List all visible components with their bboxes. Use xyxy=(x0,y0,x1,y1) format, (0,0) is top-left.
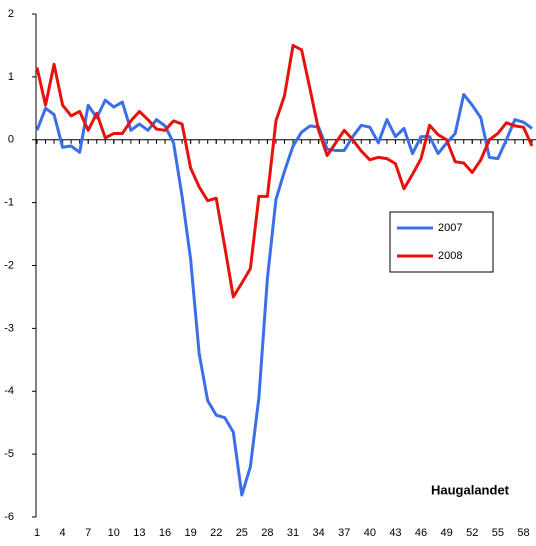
x-tick-label: 25 xyxy=(236,527,248,539)
x-tick-label: 40 xyxy=(364,527,376,539)
annotation: Haugalandet xyxy=(431,482,510,497)
x-tick-label: 37 xyxy=(338,527,350,539)
x-tick-label: 46 xyxy=(415,527,427,539)
line-series xyxy=(35,92,533,497)
y-tick-label: -5 xyxy=(4,448,14,460)
y-tick-label: -2 xyxy=(4,259,14,271)
x-tick-label: 43 xyxy=(389,527,401,539)
x-tick-label: 13 xyxy=(133,527,145,539)
y-tick-label: 1 xyxy=(8,71,14,83)
y-tick-label: -3 xyxy=(4,322,14,334)
y-tick-label: -6 xyxy=(4,511,14,523)
legend-box xyxy=(389,211,494,273)
x-tick-label: 58 xyxy=(517,527,529,539)
x-tick-label: 34 xyxy=(313,527,325,539)
x-tick-label: 55 xyxy=(492,527,504,539)
line-series xyxy=(35,43,534,299)
x-tick-label: 4 xyxy=(60,527,66,539)
x-tick-label: 10 xyxy=(108,527,120,539)
legend-label: 2008 xyxy=(438,250,462,262)
x-tick-label: 28 xyxy=(261,527,273,539)
x-tick-label: 22 xyxy=(210,527,222,539)
y-tick-label: -4 xyxy=(4,385,14,397)
x-tick-label: 52 xyxy=(466,527,478,539)
x-tick-label: 16 xyxy=(159,527,171,539)
y-tick-label: 0 xyxy=(8,134,14,146)
y-tick-label: -1 xyxy=(4,197,14,209)
x-tick-label: 49 xyxy=(441,527,453,539)
x-tick-label: 1 xyxy=(34,527,40,539)
x-tick-label: 7 xyxy=(85,527,91,539)
legend-label: 2007 xyxy=(438,222,462,234)
x-tick-label: 31 xyxy=(287,527,299,539)
y-tick-label: 2 xyxy=(8,8,14,20)
x-tick-label: 19 xyxy=(184,527,196,539)
